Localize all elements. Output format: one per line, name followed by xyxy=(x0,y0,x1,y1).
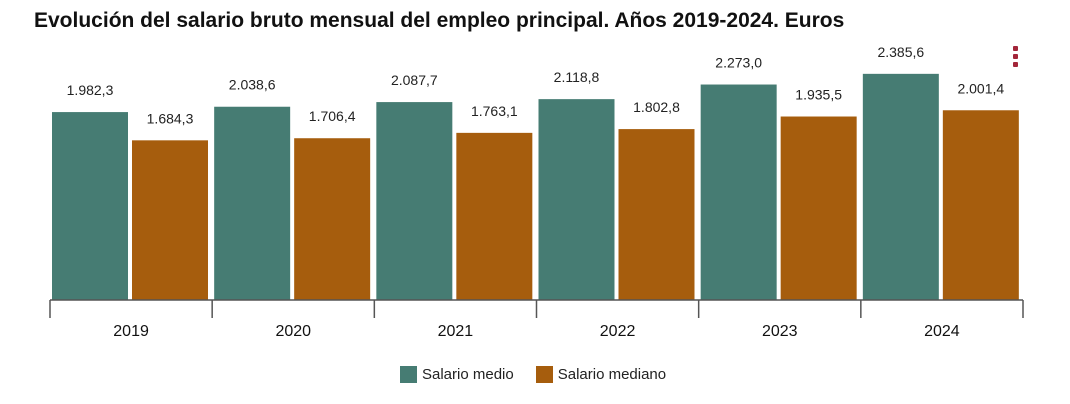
legend-label-medio: Salario medio xyxy=(422,366,514,383)
bar-medio-2022[interactable] xyxy=(538,99,615,300)
chart-legend: Salario medio Salario mediano xyxy=(400,366,688,383)
chart-menu-button[interactable] xyxy=(1006,44,1024,70)
data-label-mediano-2023: 1.935,5 xyxy=(795,87,842,103)
x-tick-label-2021: 2021 xyxy=(438,323,474,340)
bar-medio-2021[interactable] xyxy=(376,102,453,301)
data-label-mediano-2024: 2.001,4 xyxy=(957,80,1004,96)
data-label-medio-2021: 2.087,7 xyxy=(391,72,438,88)
data-label-medio-2020: 2.038,6 xyxy=(229,77,276,93)
bar-mediano-2019[interactable] xyxy=(132,140,208,300)
x-tick-label-2023: 2023 xyxy=(762,323,798,340)
data-label-medio-2022: 2.118,8 xyxy=(554,69,600,85)
legend-item-salario-mediano[interactable]: Salario mediano xyxy=(535,366,667,383)
bar-medio-2019[interactable] xyxy=(52,112,128,300)
menu-dot xyxy=(1013,54,1018,59)
data-label-mediano-2022: 1.802,8 xyxy=(633,99,680,115)
x-tick-label-2024: 2024 xyxy=(924,323,960,340)
data-label-mediano-2019: 1.684,3 xyxy=(147,110,194,126)
bar-medio-2020[interactable] xyxy=(214,106,291,300)
data-label-mediano-2021: 1.763,1 xyxy=(471,103,518,119)
data-label-medio-2023: 2.273,0 xyxy=(715,55,762,71)
data-label-medio-2019: 1.982,3 xyxy=(67,82,114,98)
bar-mediano-2021[interactable] xyxy=(456,132,533,300)
data-label-medio-2024: 2.385,6 xyxy=(877,44,924,60)
bar-medio-2024[interactable] xyxy=(862,73,939,300)
x-tick-label-2020: 2020 xyxy=(275,323,311,340)
bar-mediano-2022[interactable] xyxy=(618,129,695,300)
chart-title: Evolución del salario bruto mensual del … xyxy=(34,9,845,32)
legend-swatch-mediano xyxy=(535,366,553,383)
legend-item-salario-medio[interactable]: Salario medio xyxy=(400,366,514,383)
x-tick-label-2022: 2022 xyxy=(600,323,636,340)
bar-mediano-2020[interactable] xyxy=(294,138,371,300)
bar-mediano-2023[interactable] xyxy=(780,116,857,300)
legend-swatch-medio xyxy=(400,366,417,383)
bar-mediano-2024[interactable] xyxy=(942,110,1019,301)
data-label-mediano-2020: 1.706,4 xyxy=(309,108,356,124)
bar-medio-2023[interactable] xyxy=(700,84,777,301)
vertical-dots-icon xyxy=(1013,46,1018,51)
x-tick-label-2019: 2019 xyxy=(113,323,149,340)
menu-dot xyxy=(1013,62,1018,67)
legend-label-mediano: Salario mediano xyxy=(557,366,667,383)
